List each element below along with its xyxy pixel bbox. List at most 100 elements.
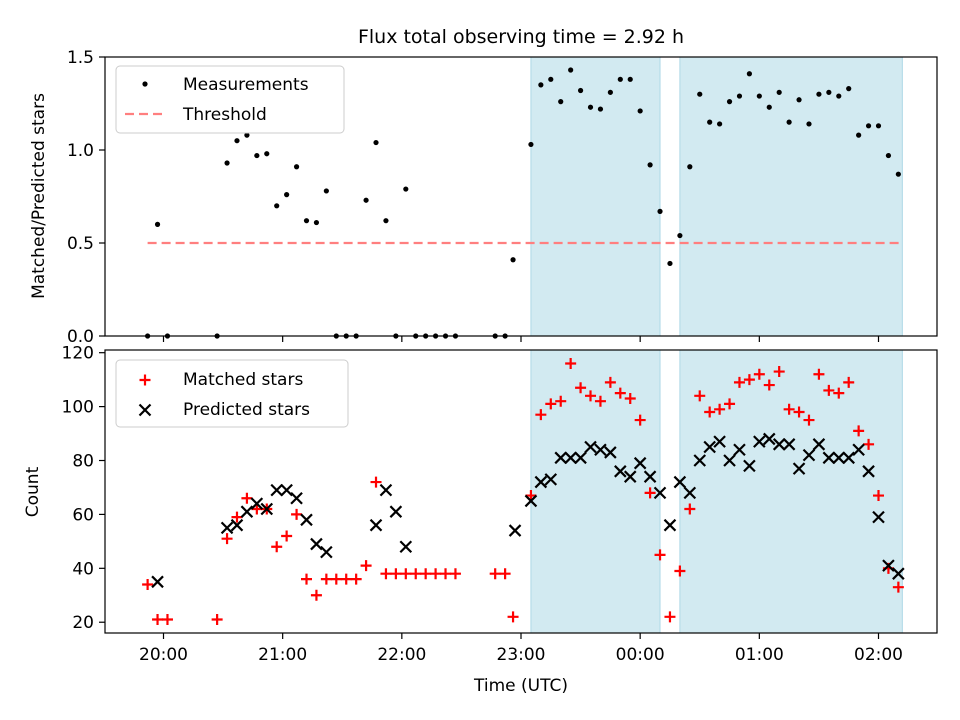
- matched-star-point: [380, 568, 392, 580]
- predicted-star-point: [723, 454, 736, 467]
- ratio-y-axis: 0.0 0.5 1.0 1.5: [67, 48, 105, 347]
- measurement-point: [293, 164, 300, 170]
- threshold-legend-label: Threshold: [182, 105, 267, 125]
- matched-star-point: [873, 490, 884, 502]
- measurement-point: [548, 76, 554, 82]
- y-tick-label: 0.0: [67, 327, 94, 347]
- predicted-star-point: [594, 443, 607, 457]
- predicted-star-point: [792, 462, 806, 475]
- y-tick-label: 0.5: [67, 234, 94, 254]
- measurement-point: [303, 218, 310, 224]
- matched-star-point: [604, 376, 616, 388]
- matched-star-point: [499, 568, 511, 580]
- measurement-point: [826, 89, 832, 95]
- measurement-point: [697, 91, 703, 97]
- x-tick-label: 23:00: [497, 645, 546, 665]
- predicted-star-point: [653, 486, 667, 500]
- matched-star-point: [400, 568, 412, 580]
- count-y-axis-label: Count: [23, 466, 43, 517]
- matched-star-point: [161, 614, 173, 626]
- count-legend-box: [115, 359, 349, 428]
- measurement-point: [736, 93, 743, 99]
- y-tick-label: 1.0: [67, 141, 94, 161]
- predicted-star-point: [743, 459, 756, 473]
- matched-star-point: [565, 357, 577, 369]
- matched-star-point: [575, 382, 587, 394]
- measurement-point: [875, 123, 882, 129]
- measurement-point: [707, 119, 713, 125]
- matched-star-point: [853, 425, 865, 437]
- predicted-star-point: [762, 432, 776, 446]
- predicted-star-point: [389, 505, 403, 518]
- matched-star-point: [684, 503, 696, 515]
- predicted-star-point: [693, 454, 707, 467]
- predicted-star-point: [872, 510, 885, 524]
- matched-star-point: [803, 414, 815, 426]
- predicted-star-point: [772, 438, 786, 451]
- predicted-star-point: [633, 456, 647, 470]
- matched-star-point: [410, 568, 422, 580]
- predicted-star-point: [310, 537, 323, 551]
- matched-star-point: [320, 573, 332, 585]
- y-tick-label: 100: [62, 398, 94, 418]
- predicted-star-point: [369, 518, 383, 532]
- predicted-star-point: [623, 470, 637, 483]
- x-tick-label: 00:00: [616, 645, 665, 665]
- matched-star-point: [783, 403, 795, 415]
- matched-star-point: [892, 581, 904, 593]
- measurement-point: [756, 93, 762, 99]
- predicted-star-point: [584, 440, 597, 454]
- matched-star-point: [614, 387, 626, 399]
- matched-star-point: [644, 487, 656, 499]
- measurement-point: [373, 139, 379, 146]
- count-panel: 20 40 60 80 100 120 20:00 21:00 22:00 23:00 00:00…: [23, 344, 938, 696]
- predicted-star-point: [250, 497, 264, 510]
- matched-star-point: [420, 568, 432, 580]
- observing-interval-2: [679, 349, 903, 634]
- predicted-star-point: [852, 443, 865, 457]
- x-tick-label: 22:00: [377, 645, 426, 665]
- predicted-star-point: [574, 451, 587, 465]
- matched-star-point: [152, 614, 164, 626]
- predicted-star-points: [151, 432, 905, 589]
- matched-star-point: [525, 490, 537, 502]
- measurement-point: [637, 108, 643, 114]
- ratio-x-ticks: [162, 336, 880, 342]
- predicted-star-point: [564, 451, 577, 465]
- predicted-star-point: [554, 451, 567, 465]
- predicted-star-point: [240, 505, 254, 518]
- measurement-point: [254, 152, 260, 159]
- predicted-star-point: [703, 440, 716, 454]
- matched-star-point: [507, 611, 519, 623]
- ratio-y-axis-label: Matched/Predicted stars: [29, 93, 49, 299]
- measurement-point: [234, 138, 240, 144]
- matched-star-point: [211, 614, 223, 626]
- time-x-axis: 20:00 21:00 22:00 23:00 00:00 01:00 02:00: [139, 633, 903, 665]
- predicted-star-point: [534, 475, 548, 489]
- measurements-legend-marker: [142, 81, 148, 87]
- measurement-point: [244, 132, 250, 138]
- measurement-point: [587, 104, 594, 110]
- x-tick-label: 01:00: [735, 645, 784, 665]
- measurement-point: [766, 104, 772, 110]
- predicted-star-point: [230, 518, 244, 532]
- measurement-point: [538, 82, 544, 88]
- matched-star-point: [634, 414, 646, 426]
- predicted-star-point: [663, 518, 677, 532]
- measurement-point: [806, 121, 812, 127]
- measurement-point: [510, 257, 516, 263]
- matched-star-point: [350, 573, 362, 585]
- measurement-point: [597, 106, 604, 112]
- measurement-point: [264, 151, 270, 157]
- measurement-point: [313, 219, 320, 226]
- matched-star-point: [624, 393, 636, 405]
- observing-interval-1: [530, 56, 661, 337]
- predicted-star-point: [260, 502, 274, 516]
- measurement-point: [657, 208, 663, 214]
- matched-star-point: [863, 438, 875, 450]
- x-tick-label: 20:00: [139, 645, 188, 665]
- matched-star-point: [221, 533, 233, 545]
- predicted-star-point: [524, 494, 538, 508]
- measurement-point: [776, 89, 782, 95]
- predicted-star-point: [300, 513, 313, 527]
